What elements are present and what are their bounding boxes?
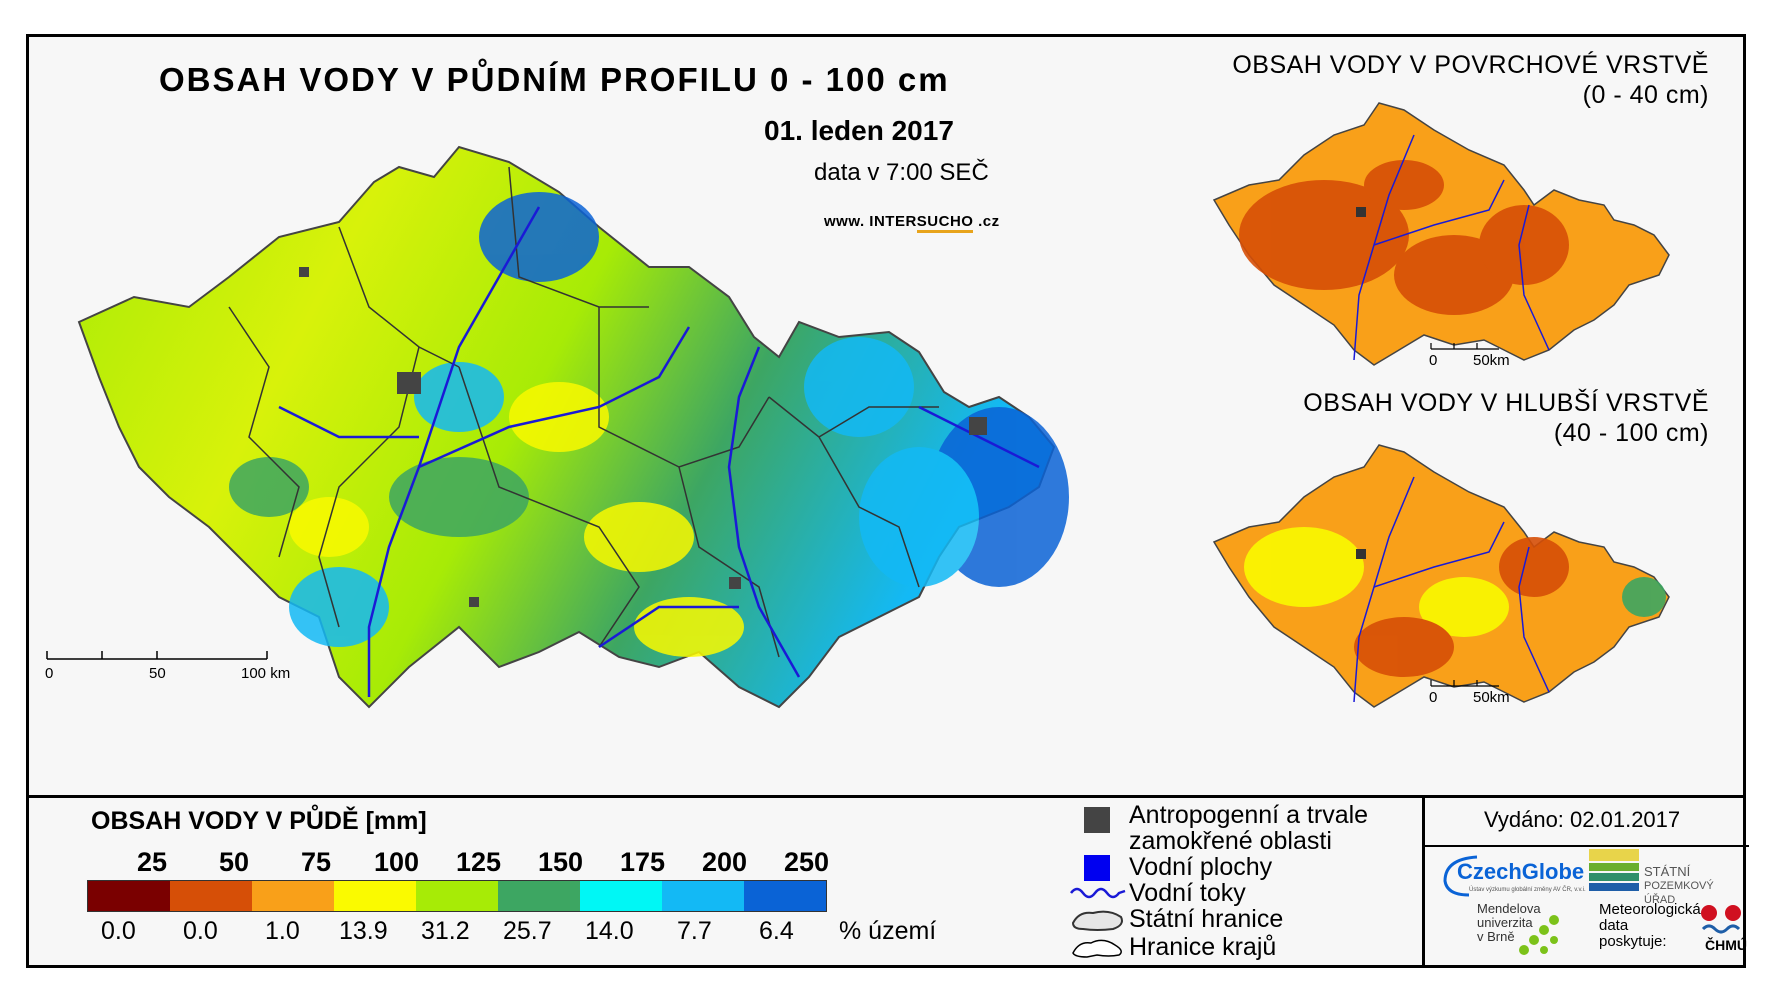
inset-top-map [1212, 102, 1670, 366]
percent-value: 0.0 [183, 917, 218, 945]
web-highlight: SUCHO [916, 213, 974, 233]
state-border-label: Státní hranice [1129, 905, 1284, 933]
color-swatch [662, 881, 744, 911]
czechglobe-arc-icon [1443, 855, 1478, 897]
river-label: Vodní toky [1129, 879, 1246, 907]
anthropogenic-symbol [1084, 807, 1110, 833]
inset-top-scale-0: 0 [1429, 352, 1438, 369]
data-time: data v 7:00 SEČ [814, 159, 989, 186]
main-scale-bar: 0 50 100 km [45, 647, 290, 682]
color-swatch [498, 881, 580, 911]
legend-separator [29, 795, 1743, 798]
percent-value: 1.0 [265, 917, 300, 945]
inset-bottom-title: OBSAH VODY V HLUBŠÍ VRSTVĚ [1303, 389, 1709, 417]
main-date: 01. leden 2017 [764, 115, 954, 146]
inset-top-scale-50: 50km [1473, 352, 1510, 369]
website-link[interactable]: www. INTERSUCHO .cz [824, 213, 1000, 233]
scale-label-50: 50 [149, 665, 166, 682]
anthropogenic-label-2: zamokřené oblasti [1129, 827, 1332, 855]
meteo-label-3: poskytuje: [1599, 933, 1667, 950]
threshold-label: 175 [620, 847, 666, 877]
spu-label-1: STÁTNÍ [1644, 864, 1691, 879]
color-swatch [334, 881, 416, 911]
czechglobe-subtitle: Ústav výzkumu globální změny AV ČR, v.v.… [1469, 887, 1586, 893]
threshold-label: 150 [538, 847, 584, 877]
color-swatch [252, 881, 334, 911]
czechglobe-logo: CzechGlobe [1457, 859, 1585, 884]
chmu-logo-icon [1701, 905, 1741, 934]
web-prefix: www. INTER [824, 213, 917, 230]
threshold-label: 125 [456, 847, 502, 877]
percent-value: 0.0 [101, 917, 136, 945]
meteo-label-2: data [1599, 917, 1629, 934]
color-swatch [416, 881, 498, 911]
inset-top-scale-bar: 0 50km [1429, 340, 1510, 369]
main-soil-water-map [77, 145, 1069, 709]
inset-bottom-territory [1212, 444, 1670, 708]
issued-separator [1422, 845, 1749, 847]
chmu-label: ČHMÚ [1705, 937, 1747, 953]
color-ramp [87, 880, 827, 912]
inset-bottom-scale-bar: 0 50km [1429, 677, 1510, 706]
mendel-label-2: univerzita [1477, 915, 1533, 930]
water-body-label: Vodní plochy [1129, 853, 1273, 881]
percent-value: 13.9 [339, 917, 388, 945]
color-swatch [580, 881, 662, 911]
inset-bottom-scale-graphic [1430, 680, 1499, 687]
mendel-label-3: v Brně [1477, 929, 1515, 944]
inset-top-dry-zones [1239, 160, 1569, 315]
percent-value: 31.2 [421, 917, 470, 945]
threshold-label: 25 [137, 847, 168, 877]
map-frame: OBSAH VODY V PŮDNÍM PROFILU 0 - 100 cm 0… [26, 34, 1749, 968]
state-border-symbol [1071, 910, 1123, 931]
meteo-label-1: Meteorologická [1599, 901, 1701, 918]
anthropogenic-areas [299, 267, 987, 607]
percent-value: 25.7 [503, 917, 552, 945]
threshold-label: 100 [374, 847, 420, 877]
anthropogenic-label-1: Antropogenní a trvale [1129, 801, 1369, 829]
inset-top-range: (0 - 40 cm) [1582, 81, 1709, 109]
inset-top-rivers [1353, 134, 1550, 361]
threshold-label: 250 [784, 847, 830, 877]
wet-zones [229, 192, 1069, 657]
inset-top-title: OBSAH VODY V POVRCHOVÉ VRSTVĚ [1232, 51, 1709, 79]
percent-value: 7.7 [677, 917, 712, 945]
region-border-symbol [1072, 939, 1122, 958]
web-suffix: .cz [973, 213, 1000, 230]
region-border-label: Hranice krajů [1129, 933, 1277, 961]
percent-value: 6.4 [759, 917, 794, 945]
river-symbol [1070, 887, 1126, 899]
inset-bottom-rivers [1353, 476, 1550, 703]
legend-title: OBSAH VODY V PŮDĚ [mm] [91, 807, 427, 835]
inset-bottom-range: (40 - 100 cm) [1553, 419, 1709, 447]
threshold-label: 50 [219, 847, 250, 877]
water-body-symbol [1084, 855, 1110, 881]
scale-label-100: 100 km [241, 665, 291, 682]
color-swatch [170, 881, 252, 911]
logo-separator [1422, 795, 1425, 965]
inset-top-scale-graphic [1430, 343, 1499, 350]
inset-bottom-map [1212, 444, 1670, 708]
inset-top-territory [1212, 102, 1670, 366]
color-swatch [88, 881, 170, 911]
mendel-label-1: Mendelova [1477, 901, 1541, 916]
percent-unit: % území [839, 917, 937, 945]
mendel-dots-icon [1519, 915, 1559, 955]
spu-label-2: POZEMKOVÝ ÚŘAD [1644, 880, 1714, 906]
inset-bottom-zones [1244, 527, 1666, 677]
spu-logo-icon [1589, 849, 1639, 895]
scale-bar-graphic [46, 651, 268, 660]
threshold-label: 200 [702, 847, 748, 877]
rivers [278, 206, 1040, 697]
color-swatch [744, 881, 826, 911]
main-title: OBSAH VODY V PŮDNÍM PROFILU 0 - 100 cm [159, 61, 950, 98]
inset-bottom-scale-0: 0 [1429, 689, 1438, 706]
threshold-label: 75 [301, 847, 332, 877]
percent-value: 14.0 [585, 917, 634, 945]
inset-bottom-scale-50: 50km [1473, 689, 1510, 706]
scale-label-0: 0 [45, 665, 54, 682]
issued-date: Vydáno: 02.01.2017 [1484, 807, 1681, 832]
